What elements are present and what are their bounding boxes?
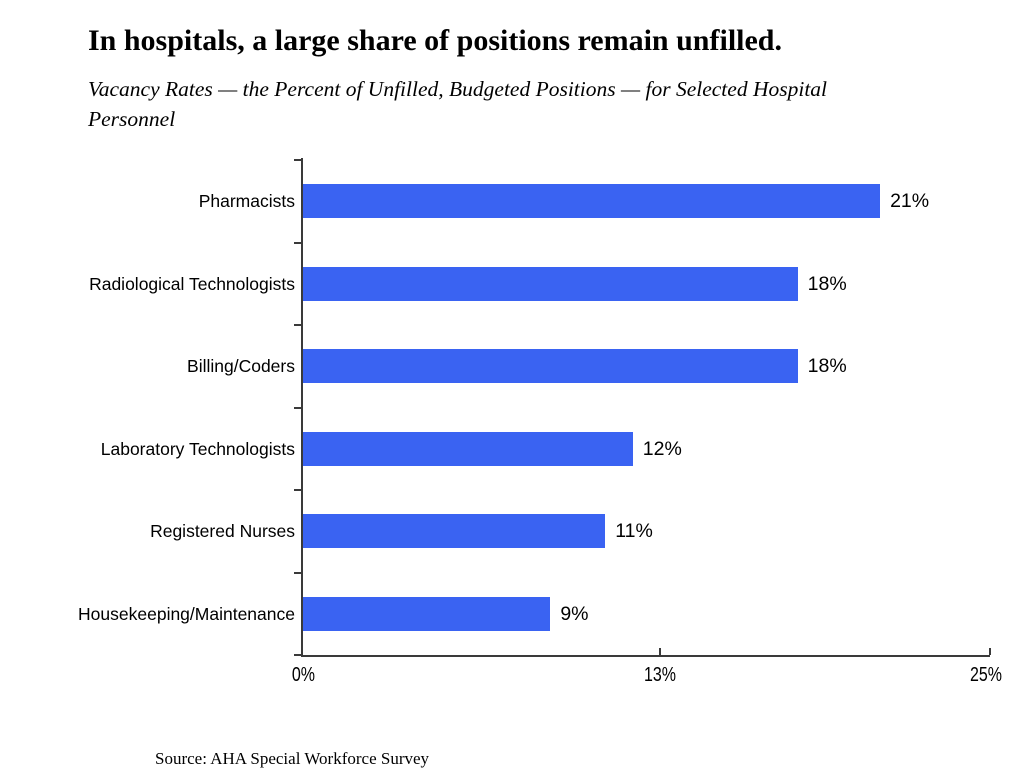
chart-title: In hospitals, a large share of positions… (88, 24, 782, 57)
value-label: 18% (807, 355, 847, 378)
x-axis-tick-text: 25% (969, 664, 1003, 686)
x-axis-tick-text: 0% (291, 664, 315, 686)
x-axis-tick (989, 648, 991, 655)
x-axis-tick-label: 13% (615, 664, 705, 687)
bar (303, 514, 606, 549)
source-note: Source: AHA Special Workforce Survey (155, 749, 430, 768)
x-axis-tick-label: 0% (258, 664, 348, 687)
value-label: 9% (560, 602, 589, 625)
category-label: Billing/Coders (187, 356, 295, 377)
y-axis-tick (294, 489, 303, 491)
bar (303, 596, 551, 631)
y-axis-tick (294, 406, 303, 409)
category-label: Laboratory Technologists (100, 438, 295, 459)
category-label: Registered Nurses (150, 521, 295, 542)
x-axis-tick (659, 648, 662, 655)
y-axis-tick (294, 571, 303, 574)
category-label: Pharmacists (198, 191, 295, 212)
value-label: 21% (890, 190, 930, 213)
y-axis-tick (294, 654, 303, 656)
value-label: 12% (642, 437, 682, 460)
x-axis-tick-label: 25% (941, 664, 1024, 687)
chart-subtitle: Vacancy Rates — the Percent of Unfilled,… (88, 77, 828, 132)
bar (303, 431, 633, 466)
bar (303, 349, 798, 384)
value-label: 18% (807, 272, 847, 295)
x-axis-tick-text: 13% (644, 664, 677, 686)
bar (303, 184, 881, 219)
y-axis-tick (294, 159, 303, 161)
bar (303, 266, 798, 301)
value-label: 11% (615, 520, 653, 543)
category-label: Radiological Technologists (89, 273, 295, 294)
x-axis-line (301, 655, 990, 657)
y-axis-tick (294, 324, 303, 326)
category-label: Housekeeping/Maintenance (78, 603, 295, 624)
y-axis-tick (294, 241, 303, 244)
